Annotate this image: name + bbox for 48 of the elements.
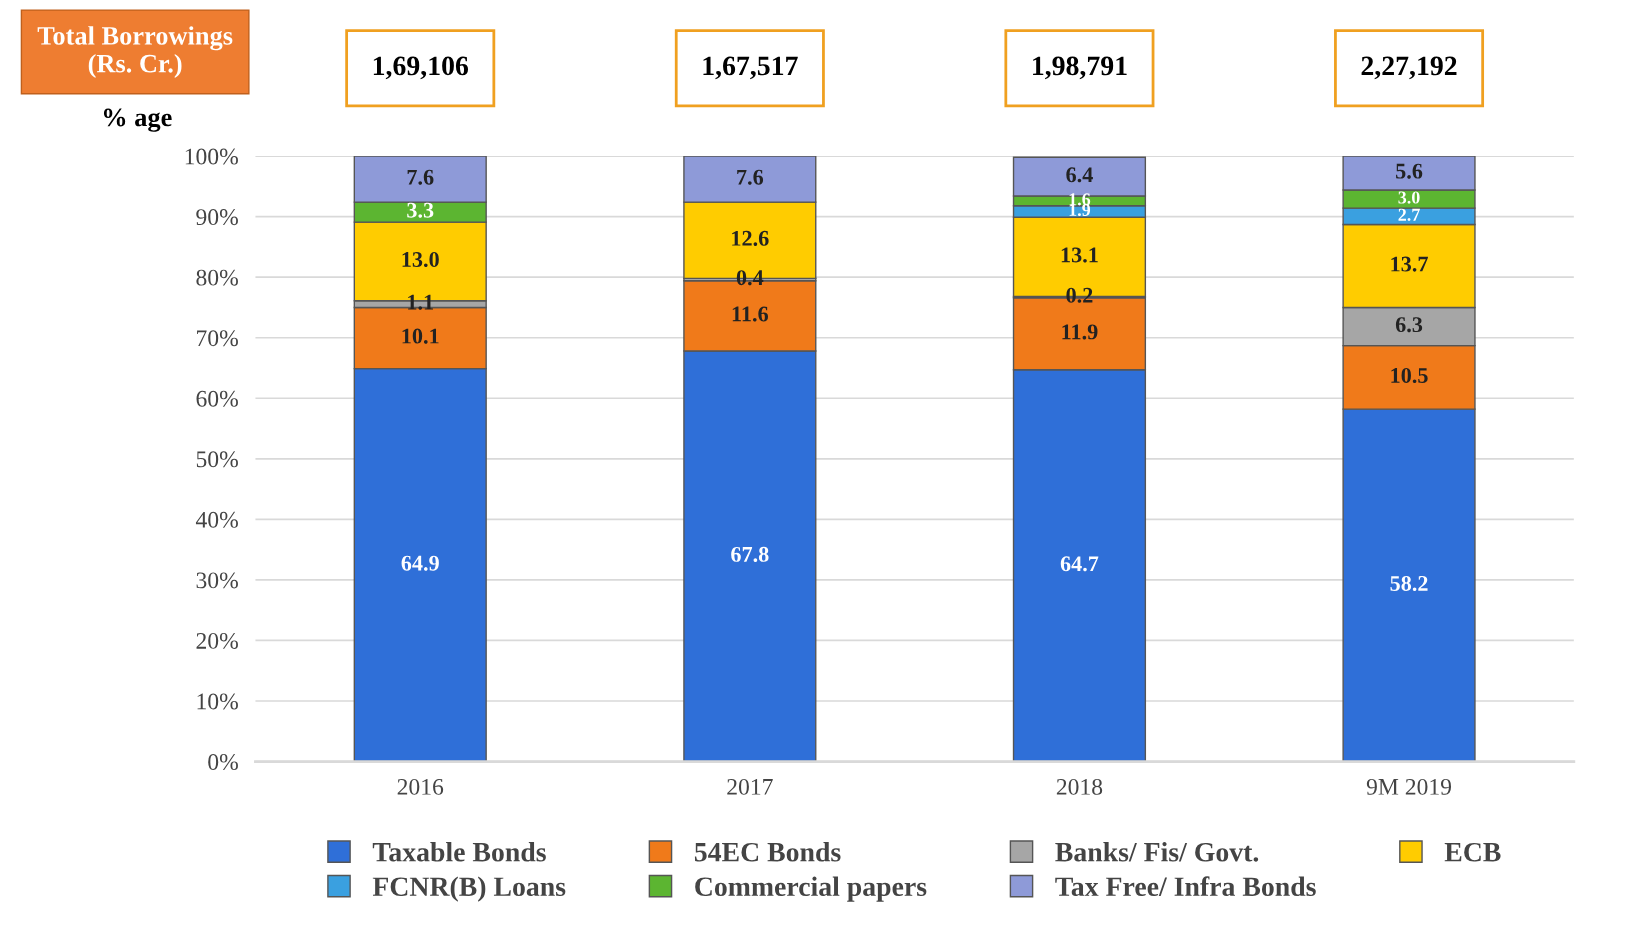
y-tick-label: 20% — [196, 632, 238, 649]
y-tick-label: 80% — [196, 269, 238, 286]
y-tick-label: 90% — [196, 209, 238, 226]
x-tick-label: 2017 — [727, 778, 773, 795]
y-tick-label: 60% — [196, 390, 238, 407]
data-label: 13.7 — [1391, 256, 1428, 272]
data-label: 67.8 — [731, 546, 769, 562]
legend-label: Commercial papers — [695, 876, 927, 902]
y-tick-label: 0% — [208, 754, 238, 771]
y-axis-title: % age — [103, 108, 172, 132]
text: Total Borrowings (Rs. Cr.) — [37, 26, 233, 78]
legend-label: Tax Free/ Infra Bonds — [1055, 876, 1316, 897]
data-label: 2.7 — [1398, 208, 1420, 221]
legend-label: FCNR(B) Loans — [372, 876, 566, 902]
data-label: 3.0 — [1398, 191, 1420, 204]
data-label: 10.1 — [402, 328, 439, 344]
x-tick-label: 9M 2019 — [1366, 778, 1452, 795]
x-tick-label: 2018 — [1056, 778, 1103, 795]
legend-label: Banks/ Fis/ Govt. — [1055, 842, 1259, 862]
y-tick-label: 50% — [196, 451, 238, 468]
data-label: 13.1 — [1061, 247, 1098, 263]
data-label: 10.5 — [1391, 367, 1428, 384]
data-label: 11.9 — [1062, 324, 1098, 340]
text: 2,27,192 — [1361, 56, 1457, 80]
text: 1,69,106 — [373, 56, 469, 80]
text: 1,98,791 — [1033, 56, 1127, 80]
legend-label: ECB — [1444, 842, 1501, 862]
x-tick-label: 2016 — [397, 778, 444, 795]
data-label: 12.6 — [732, 230, 769, 246]
data-label: 7.6 — [407, 169, 434, 185]
data-label: 64.7 — [1060, 556, 1099, 572]
y-tick-label: 100% — [185, 148, 238, 165]
data-label: 58.2 — [1390, 575, 1428, 592]
data-label: 3.3 — [407, 202, 434, 218]
legend-label: 54EC Bonds — [694, 842, 841, 862]
y-tick-label: 30% — [196, 572, 238, 589]
y-tick-label: 40% — [195, 511, 238, 528]
data-label: 64.9 — [401, 555, 439, 571]
y-tick-label: 10% — [197, 693, 238, 710]
data-label: 6.4 — [1066, 167, 1093, 183]
data-label: 11.6 — [732, 306, 769, 322]
data-label: 13.0 — [402, 252, 439, 268]
data-label: 5.6 — [1396, 163, 1423, 179]
y-tick-label: 70% — [197, 330, 238, 347]
legend-label: Taxable Bonds — [372, 842, 546, 862]
data-label: 7.6 — [737, 169, 764, 185]
data-label: 6.3 — [1395, 317, 1423, 333]
text: 1,67,517 — [703, 56, 798, 80]
